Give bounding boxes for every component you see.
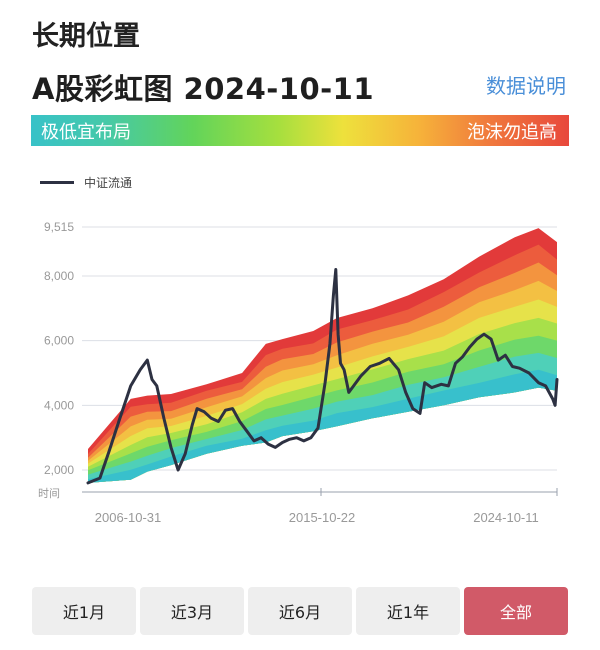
axis-layer: 时间 2006-10-31 2015-10-22 2024-10-11 bbox=[38, 487, 558, 525]
data-description-link[interactable]: 数据说明 bbox=[486, 74, 566, 98]
range-1m-button[interactable]: 近1月 bbox=[32, 587, 136, 635]
scale-low-label: 极低宜布局 bbox=[41, 122, 131, 143]
legend-label: 中证流通 bbox=[84, 176, 133, 190]
scale-high-label: 泡沫勿追高 bbox=[467, 122, 557, 143]
y-tick-label: 8,000 bbox=[44, 269, 74, 283]
range-3m-label: 近3月 bbox=[170, 603, 214, 622]
range-all-label: 全部 bbox=[499, 603, 532, 622]
range-6m-label: 近6月 bbox=[278, 603, 322, 622]
chart-legend[interactable]: 中证流通 bbox=[40, 174, 132, 191]
rainbow-chart[interactable]: 9,515 8,000 6,000 4,000 2,000 时间 2006-10-31 20… bbox=[0, 200, 600, 540]
y-tick-label: 2,000 bbox=[44, 463, 74, 477]
x-tick-label: 2006-10-31 bbox=[95, 510, 162, 525]
x-tick-label: 2015-10-22 bbox=[289, 510, 356, 525]
range-6m-button[interactable]: 近6月 bbox=[248, 587, 352, 635]
legend-line-swatch bbox=[40, 181, 74, 184]
section-title: 长期位置 bbox=[32, 21, 140, 52]
range-all-button[interactable]: 全部 bbox=[464, 587, 568, 635]
rainbow-scale-bar: 极低宜布局 泡沫勿追高 bbox=[31, 115, 569, 146]
y-tick-label: 4,000 bbox=[44, 398, 74, 412]
range-1m-label: 近1月 bbox=[62, 603, 106, 622]
range-1y-button[interactable]: 近1年 bbox=[356, 587, 460, 635]
range-1y-label: 近1年 bbox=[386, 603, 430, 622]
x-tick-label: 2024-10-11 bbox=[473, 510, 539, 525]
range-button-row: 近1月 近3月 近6月 近1年 全部 bbox=[32, 587, 568, 635]
rainbow-band-0 bbox=[88, 369, 557, 483]
x-axis-label: 时间 bbox=[38, 487, 60, 500]
y-tick-label: 9,515 bbox=[44, 220, 74, 234]
chart-title: A股彩虹图 2024-10-11 bbox=[32, 72, 375, 106]
rainbow-bands bbox=[88, 228, 557, 483]
range-3m-button[interactable]: 近3月 bbox=[140, 587, 244, 635]
series-line-zhongzheng bbox=[86, 268, 559, 485]
series-line-layer bbox=[86, 268, 559, 485]
y-tick-label: 6,000 bbox=[44, 334, 74, 348]
